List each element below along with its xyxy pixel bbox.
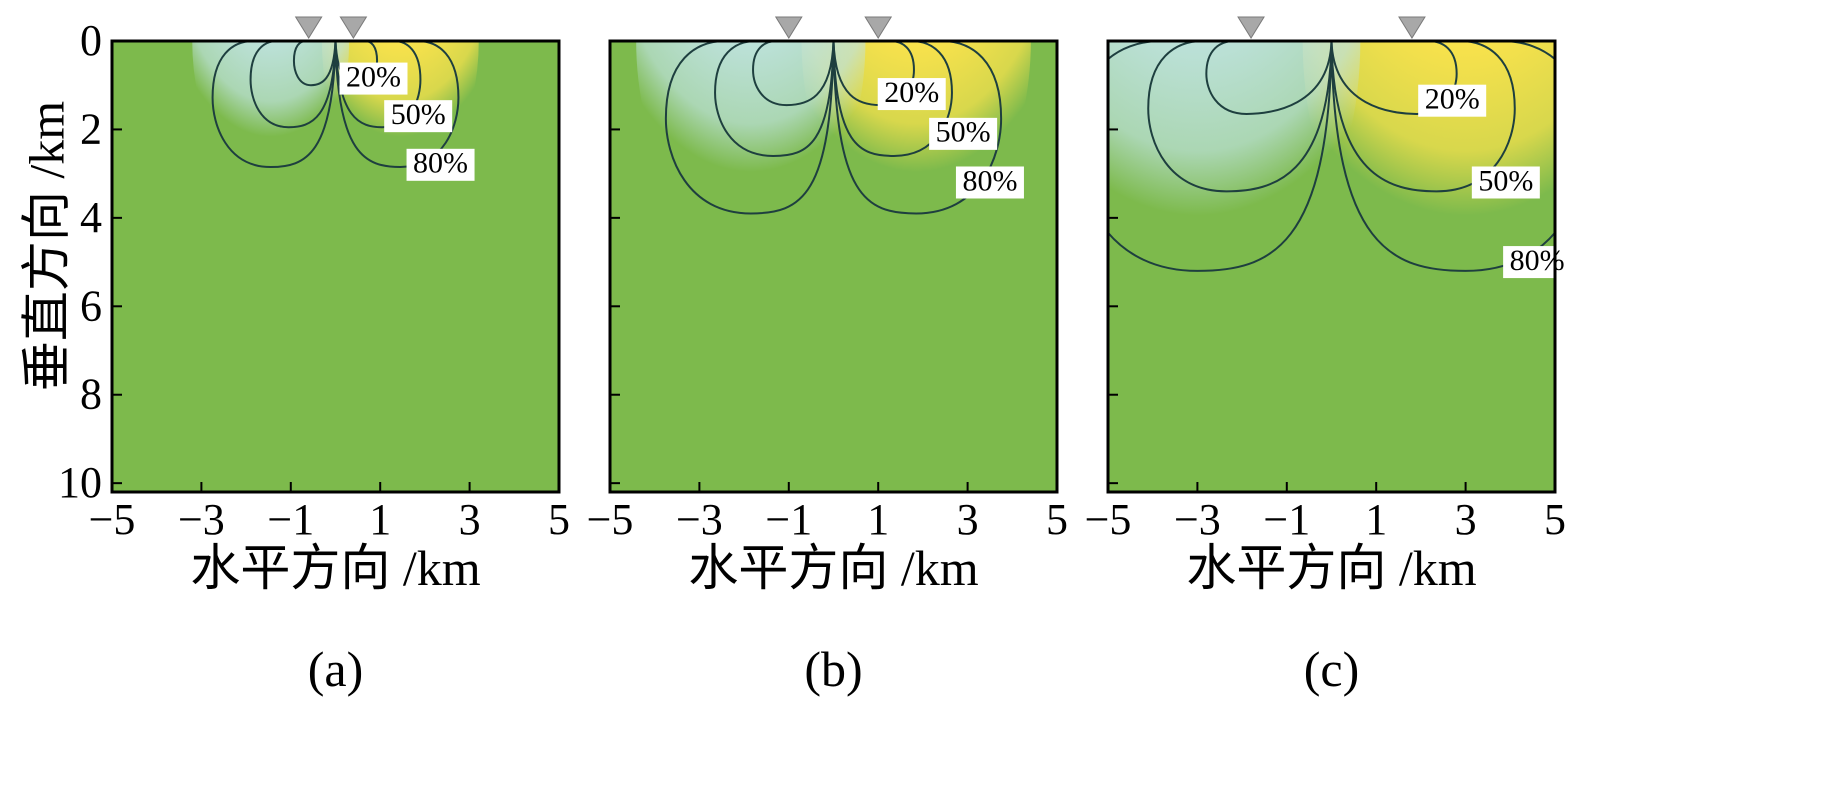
panel-label: (b) [804, 641, 862, 697]
receiver-marker [1237, 16, 1265, 39]
contour-label-bg [384, 100, 453, 133]
contour-negative-80pct [664, 41, 835, 215]
x-tick-label: −3 [178, 495, 225, 544]
x-tick-label: −3 [1174, 495, 1221, 544]
panel-label: (a) [308, 641, 364, 697]
y-tick-label: 0 [80, 16, 102, 65]
plot-frame [110, 39, 561, 494]
x-tick-label: −1 [1263, 495, 1310, 544]
contour-label-bg [877, 78, 946, 111]
contour-negative-50pct [249, 41, 337, 129]
x-tick-label: 3 [459, 495, 481, 544]
x-tick-label: 5 [1046, 495, 1068, 544]
x-tick-label: 3 [1455, 495, 1477, 544]
y-tick-label: 8 [80, 370, 102, 419]
plot-frame [1106, 39, 1557, 494]
x-tick-label: 5 [548, 495, 570, 544]
panel-a: 20% 50% 80% −5 −3 −1 1 3 5 0 2 4 6 8 10 水平方向 /km (a) [58, 16, 570, 697]
contour-negative-20pct [752, 41, 835, 107]
contour-negative-80pct [211, 41, 337, 169]
x-tick-label: 1 [369, 495, 391, 544]
receiver-marker [864, 16, 893, 39]
x-axis-title: 水平方向 /km [688, 540, 978, 596]
contour-label-bg [1471, 166, 1540, 199]
heatmap-area [610, 41, 1057, 492]
x-tick-label: −1 [765, 495, 812, 544]
positive-lobe [1302, 41, 1555, 306]
plot-frame [608, 39, 1059, 494]
x-tick-label: 1 [867, 495, 889, 544]
x-tick-label: −5 [587, 495, 634, 544]
x-tick-label: −3 [676, 495, 723, 544]
x-tick-label: 5 [1544, 495, 1566, 544]
receiver-marker [774, 16, 803, 39]
contour-negative-50pct [1147, 41, 1333, 193]
panel-label: (c) [1304, 641, 1360, 697]
contour-label: 20% [884, 76, 939, 109]
contour-label: 50% [391, 98, 446, 131]
contour-label: 50% [936, 116, 991, 149]
contour-label: 20% [1425, 83, 1480, 116]
x-tick-label: 1 [1365, 495, 1387, 544]
y-tick-label: 2 [80, 104, 102, 153]
contour-label-bg [1503, 246, 1572, 279]
contour-negative-20pct [1205, 41, 1333, 115]
receiver-marker [1398, 16, 1426, 39]
contour-label: 50% [1478, 164, 1533, 197]
x-tick-label: −5 [1085, 495, 1132, 544]
x-axis-title: 水平方向 /km [1186, 540, 1476, 596]
contour-label: 80% [962, 164, 1017, 197]
contour-label-bg [339, 62, 408, 95]
receiver-marker [294, 16, 323, 39]
contour-negative-20pct [292, 41, 337, 87]
receiver-marker [339, 16, 368, 39]
contour-label: 20% [346, 60, 401, 93]
x-tick-label: −1 [267, 495, 314, 544]
x-axis-title: 水平方向 /km [190, 540, 480, 596]
panel-b: 20% 50% 80% −5 −3 −1 1 3 5 水平方向 /km (b) [587, 16, 1068, 697]
contour-negative-50pct [714, 41, 835, 157]
contour-label: 80% [413, 147, 468, 180]
contour-label-bg [955, 166, 1024, 199]
contour-negative-80pct [1108, 41, 1333, 272]
y-tick-label: 6 [80, 281, 102, 330]
negative-lobe [1108, 41, 1361, 306]
contour-label-bg [1418, 84, 1487, 117]
contour-label-bg [406, 148, 475, 181]
x-tick-label: 3 [957, 495, 979, 544]
contour-label-bg [929, 117, 998, 150]
y-tick-label: 4 [80, 193, 102, 242]
y-tick-label: 10 [58, 458, 102, 507]
y-axis-title: 垂直方向 /km [18, 101, 74, 391]
heatmap-area [112, 41, 559, 492]
x-tick-label: −5 [89, 495, 136, 544]
